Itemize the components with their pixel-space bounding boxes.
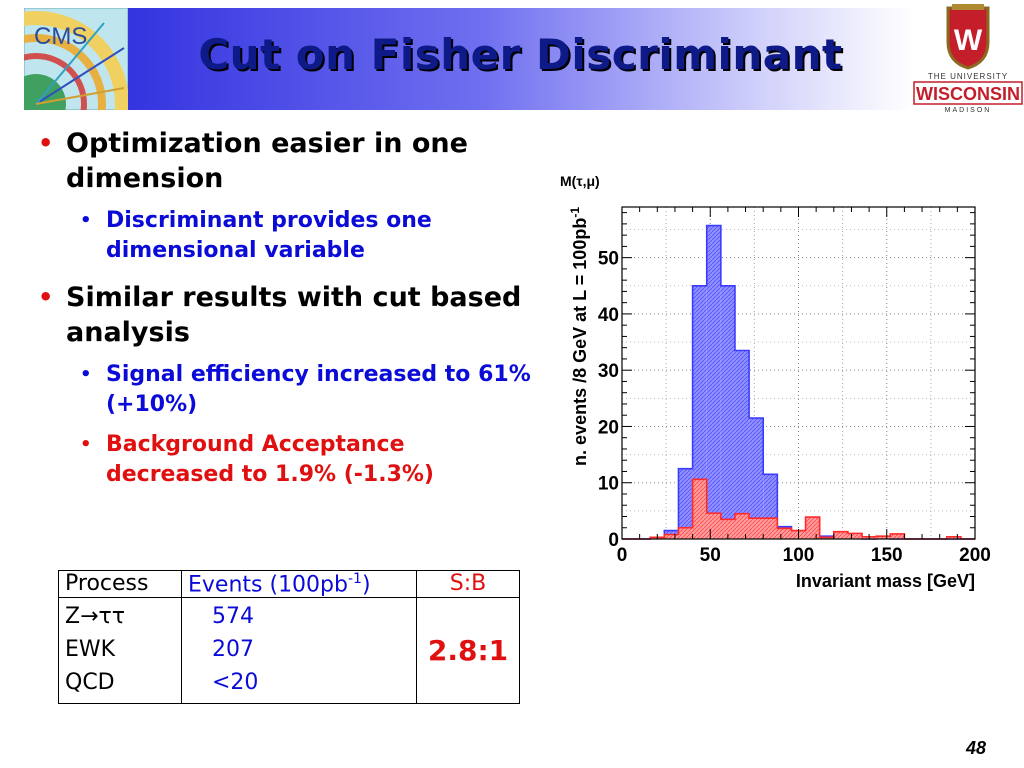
header-events-close: ) [361, 572, 371, 598]
histogram-bar [678, 527, 693, 539]
bullet-1-sub-1: • Discriminant provides one dimensional … [34, 206, 534, 266]
bullet-1-text: Optimization easier in one dimension [66, 128, 468, 194]
header-sb: S:B [416, 569, 520, 599]
histogram-bar [847, 533, 863, 539]
histogram-bar [720, 519, 735, 539]
bullet-2-sub-1-text: Signal efficiency increased to 61% (+10%… [106, 362, 531, 417]
cms-logo-text: CMS [34, 23, 87, 50]
university-line3: MADISON [945, 107, 992, 114]
histogram-bar [763, 518, 778, 539]
process-row-1: Z→ττ [65, 604, 125, 630]
mass-histogram: M(τ,μ) 0 50 100 150 200 0 10 20 30 40 50 Invariant… [560, 173, 991, 591]
x-tick-label: 200 [959, 545, 991, 566]
histogram-bar [833, 531, 848, 539]
bullet-dot: • [38, 129, 54, 157]
header-events-base: Events (100pb [188, 572, 348, 598]
y-axis-label-exp: -1 [568, 207, 582, 218]
histogram-bar [777, 528, 792, 539]
header-events-exp: -1 [347, 571, 362, 587]
slide-title: Cut on Fisher Discriminant [198, 30, 843, 79]
y-tick-label: 20 [598, 417, 619, 438]
bullet-2-sub-2-text: Background Acceptance decreased to 1.9% … [106, 432, 434, 487]
process-row-2: EWK [65, 637, 116, 663]
histogram-bar [692, 285, 707, 539]
bullet-dot: • [80, 210, 92, 231]
crest-letter: W [954, 24, 983, 57]
histogram-bar [664, 534, 679, 539]
plot-background [622, 207, 975, 539]
bullet-list: • Optimization easier in one dimension •… [34, 126, 534, 504]
grid [622, 207, 975, 539]
title-bar: Cut on Fisher Discriminant [128, 8, 913, 110]
bullet-dot: • [80, 434, 92, 455]
table-body-row: Z→ττ EWK QCD 574 207 <20 2.8:1 [58, 597, 520, 705]
bullet-2-sub-1: • Signal efficiency increased to 61% (+1… [34, 360, 534, 420]
bullet-dot: • [80, 364, 92, 385]
header-process: Process [58, 569, 182, 599]
bullet-2-sub-2: • Background Acceptance decreased to 1.9… [34, 430, 534, 490]
histogram-bar [749, 518, 764, 539]
histogram-bar [946, 536, 961, 539]
x-axis-label: Invariant mass [GeV] [796, 571, 975, 591]
y-tick-label: 30 [598, 361, 619, 382]
bars [622, 224, 975, 540]
events-row-1: 574 [212, 604, 254, 630]
histogram-bar [890, 533, 905, 539]
university-line1: THE UNIVERSITY [928, 72, 1008, 81]
bullet-2: • Similar results with cut based analysi… [34, 280, 534, 350]
chart-title: M(τ,μ) [560, 173, 600, 189]
histogram-bar [805, 517, 820, 539]
x-tick-label: 100 [783, 545, 815, 566]
y-tick-label: 50 [598, 249, 619, 270]
bullet-1-sub-1-text: Discriminant provides one dimensional va… [106, 208, 432, 263]
bullet-2-text: Similar results with cut based analysis [66, 282, 522, 348]
histogram-bar [819, 537, 834, 539]
y-tick-label: 10 [598, 474, 619, 495]
histogram-bar [749, 418, 764, 539]
y-tick-label: 0 [608, 530, 619, 551]
y-tick-label: 40 [598, 305, 619, 326]
histogram-bar [678, 468, 693, 539]
header-events: Events (100pb-1) [181, 569, 417, 599]
process-row-3: QCD [65, 670, 115, 696]
events-row-2: 207 [212, 637, 254, 663]
table-header-row: Process Events (100pb-1) S:B [58, 569, 520, 599]
histogram-bar [720, 285, 735, 539]
histogram-bar [706, 225, 721, 539]
histogram-bar [734, 513, 750, 539]
y-axis-label-base: n. events /8 GeV at L = 100pb [570, 218, 590, 466]
histogram-bar [706, 513, 721, 539]
events-row-3: <20 [212, 670, 259, 696]
university-logo: W THE UNIVERSITY WISCONSIN MADISON [913, 4, 1023, 114]
histogram-bar [876, 536, 891, 539]
x-tick-label: 0 [617, 545, 628, 566]
events-column: 574 207 <20 [181, 597, 417, 705]
university-line2: WISCONSIN [916, 84, 1020, 104]
y-axis-label: n. events /8 GeV at L = 100pb-1 [568, 207, 590, 466]
ticks: 0 50 100 150 200 0 10 20 30 40 50 [598, 207, 991, 566]
bullet-dot: • [38, 283, 54, 311]
bullet-1: • Optimization easier in one dimension [34, 126, 534, 196]
sb-table: Process Events (100pb-1) S:B Z→ττ EWK QC… [58, 569, 520, 705]
x-tick-label: 150 [871, 545, 903, 566]
sb-value: 2.8:1 [416, 597, 520, 705]
histogram-bar [692, 479, 707, 539]
cms-logo: CMS [24, 8, 128, 110]
page-number: 48 [966, 738, 987, 758]
histogram-bar [734, 350, 750, 539]
process-column: Z→ττ EWK QCD [58, 597, 182, 705]
x-tick-label: 50 [700, 545, 721, 566]
